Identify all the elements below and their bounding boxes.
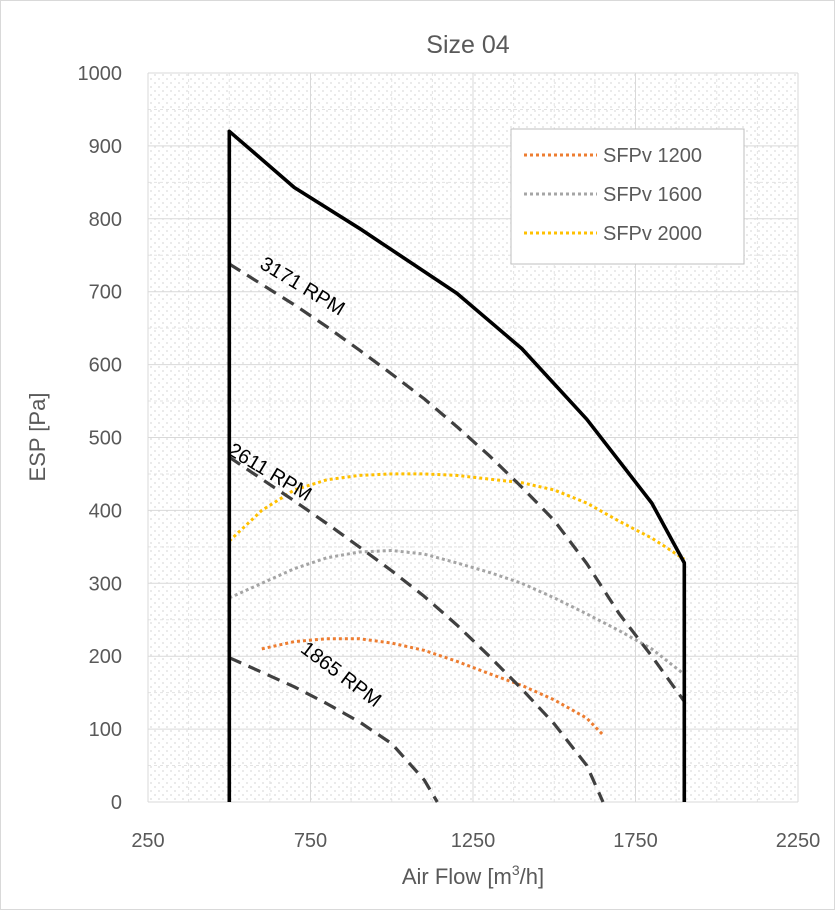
- x-axis-title-main: Air Flow [m: [402, 864, 512, 889]
- y-axis-title: ESP [Pa]: [25, 393, 50, 482]
- y-tick-label: 500: [89, 428, 122, 450]
- 2611-rpm-line: [228, 455, 605, 803]
- envelope-line: [227, 129, 687, 802]
- x-tick-label: 750: [294, 830, 327, 852]
- x-axis-title-sup: 3: [512, 862, 520, 878]
- x-axis-title: Air Flow [m3/h]: [402, 862, 544, 889]
- legend-label: SFPv 1600: [603, 184, 702, 206]
- legend-label: SFPv 1200: [603, 145, 702, 167]
- y-tick-label: 200: [89, 646, 122, 668]
- y-tick-label: 800: [89, 209, 122, 231]
- y-tick-label: 0: [111, 792, 122, 814]
- y-tick-label: 700: [89, 282, 122, 304]
- x-axis-title-end: /h]: [520, 864, 544, 889]
- legend-label: SFPv 2000: [603, 223, 702, 245]
- 3171-rpm-line: [228, 262, 686, 703]
- x-tick-label: 250: [131, 830, 164, 852]
- y-tick-label: 900: [89, 136, 122, 158]
- sfpv-2000-line: [228, 472, 686, 561]
- y-tick-label: 300: [89, 573, 122, 595]
- x-tick-label: 1750: [613, 830, 658, 852]
- x-tick-label: 2250: [776, 830, 821, 852]
- y-tick-label: 400: [89, 500, 122, 522]
- legend-box: [510, 128, 745, 265]
- 1865-rpm-line: [228, 656, 439, 803]
- y-tick-label: 600: [89, 355, 122, 377]
- sfpv-1200-line: [261, 637, 605, 736]
- chart-title: Size 04: [426, 31, 509, 59]
- x-tick-label: 1250: [451, 830, 496, 852]
- y-tick-label: 1000: [78, 63, 123, 85]
- y-tick-label: 100: [89, 719, 122, 741]
